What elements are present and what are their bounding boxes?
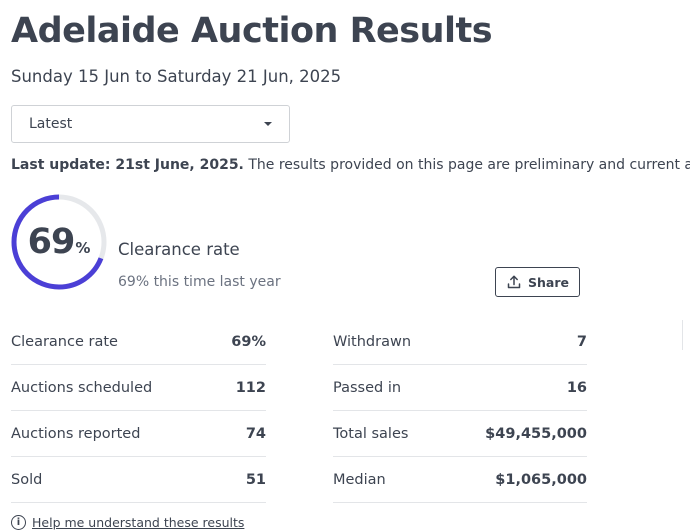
stat-label: Sold <box>11 471 43 488</box>
clearance-unit: % <box>75 239 91 257</box>
share-label: Share <box>528 274 569 290</box>
next-column-edge <box>682 320 687 350</box>
caret-down-icon <box>264 122 272 126</box>
help-link[interactable]: i Help me understand these results <box>11 515 244 530</box>
clearance-ring <box>11 194 107 290</box>
clearance-percent: 69% <box>10 193 108 291</box>
clearance-ring-progress <box>11 194 107 290</box>
update-notice: Last update: 21st June, 2025. The result… <box>11 157 690 173</box>
stat-value: 16 <box>566 379 587 396</box>
stat-value: $1,065,000 <box>495 471 587 488</box>
upload-share-icon <box>507 275 521 289</box>
stat-value: 74 <box>245 425 266 442</box>
stat-label: Passed in <box>333 379 402 396</box>
stat-label: Median <box>333 471 386 488</box>
stat-row: Passed in 16 <box>333 365 587 411</box>
stat-row: Median $1,065,000 <box>333 457 587 503</box>
period-select[interactable]: Latest <box>11 105 290 143</box>
stat-value: 112 <box>235 379 266 396</box>
stat-label: Withdrawn <box>333 333 412 350</box>
info-icon: i <box>11 515 26 530</box>
stat-label: Auctions reported <box>11 425 141 442</box>
stat-label: Auctions scheduled <box>11 379 153 396</box>
help-link-label: Help me understand these results <box>32 515 245 530</box>
date-range: Sunday 15 Jun to Saturday 21 Jun, 2025 <box>11 67 342 86</box>
stat-value: 7 <box>576 333 587 350</box>
stat-label: Clearance rate <box>11 333 118 350</box>
stat-row: Total sales $49,455,000 <box>333 411 587 457</box>
update-text: The results provided on this page are pr… <box>248 157 690 173</box>
stat-row: Sold 51 <box>11 457 266 503</box>
stat-row: Auctions scheduled 112 <box>11 365 266 411</box>
stat-row: Clearance rate 69% <box>11 319 266 365</box>
stat-value: 51 <box>245 471 266 488</box>
stats-right: Withdrawn 7 Passed in 16 Total sales $49… <box>333 319 587 503</box>
update-date: Last update: 21st June, 2025. <box>11 157 244 173</box>
stats-left: Clearance rate 69% Auctions scheduled 11… <box>11 319 266 503</box>
stat-row: Auctions reported 74 <box>11 411 266 457</box>
share-button[interactable]: Share <box>495 267 580 297</box>
stat-value: 69% <box>231 333 266 350</box>
clearance-label: Clearance rate <box>118 240 240 259</box>
stat-label: Total sales <box>333 425 409 442</box>
stat-value: $49,455,000 <box>485 425 587 442</box>
period-select-value: Latest <box>29 116 73 132</box>
stat-row: Withdrawn 7 <box>333 319 587 365</box>
clearance-last-year: 69% this time last year <box>118 274 281 290</box>
clearance-number: 69 <box>27 222 76 262</box>
page-title: Adelaide Auction Results <box>11 11 493 51</box>
